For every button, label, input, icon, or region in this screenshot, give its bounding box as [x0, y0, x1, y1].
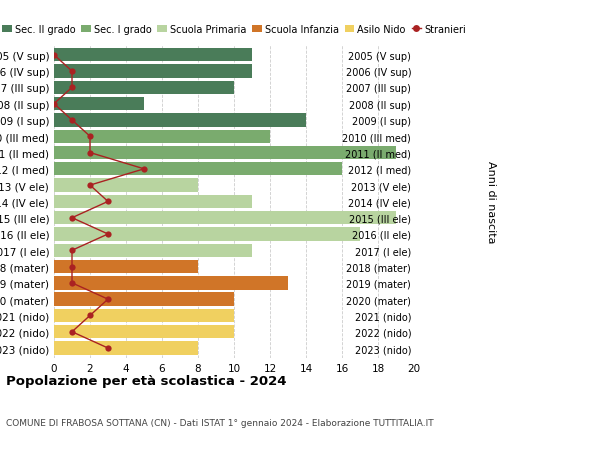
- Bar: [54, 114, 306, 127]
- Bar: [54, 195, 252, 209]
- Bar: [54, 49, 252, 62]
- Y-axis label: Anni di nascita: Anni di nascita: [487, 161, 496, 243]
- Bar: [54, 260, 198, 274]
- Bar: [54, 228, 360, 241]
- Bar: [54, 98, 144, 111]
- Bar: [54, 277, 288, 290]
- Bar: [54, 179, 198, 192]
- Bar: [54, 65, 252, 78]
- Legend: Sec. II grado, Sec. I grado, Scuola Primaria, Scuola Infanzia, Asilo Nido, Stran: Sec. II grado, Sec. I grado, Scuola Prim…: [2, 25, 466, 35]
- Bar: [54, 244, 252, 257]
- Bar: [54, 341, 198, 355]
- Bar: [54, 82, 234, 95]
- Bar: [54, 130, 270, 144]
- Bar: [54, 293, 234, 306]
- Bar: [54, 212, 396, 225]
- Bar: [54, 309, 234, 322]
- Text: COMUNE DI FRABOSA SOTTANA (CN) - Dati ISTAT 1° gennaio 2024 - Elaborazione TUTTI: COMUNE DI FRABOSA SOTTANA (CN) - Dati IS…: [6, 418, 434, 427]
- Text: Popolazione per età scolastica - 2024: Popolazione per età scolastica - 2024: [6, 374, 287, 387]
- Bar: [54, 146, 396, 160]
- Bar: [54, 325, 234, 339]
- Bar: [54, 163, 342, 176]
